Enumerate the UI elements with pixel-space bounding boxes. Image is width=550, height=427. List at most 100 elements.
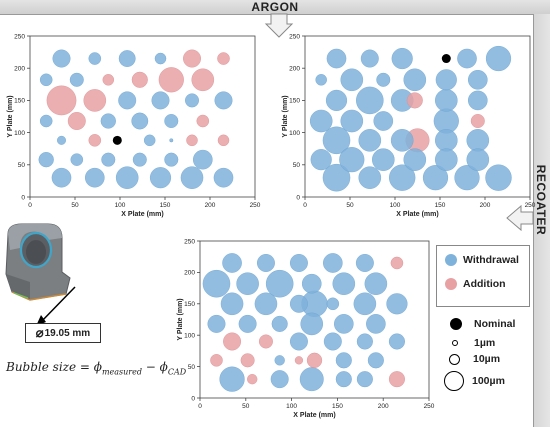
withdrawal-bubble <box>180 166 204 189</box>
addition-bubble <box>158 67 184 93</box>
addition-bubble <box>183 49 201 68</box>
withdrawal-bubble <box>169 138 174 143</box>
withdrawal-bubble <box>390 129 414 152</box>
withdrawal-bubble <box>100 113 116 129</box>
withdrawal-bubble <box>485 164 512 191</box>
withdrawal-bubble <box>57 135 66 145</box>
withdrawal-bubble <box>367 352 384 369</box>
withdrawal-bubble <box>88 52 102 65</box>
scatter-chart-argon-right: 0 50 100 150 200 250 0 50 100 150 200 250 X Plate (m… <box>282 33 536 218</box>
withdrawal-bubble <box>376 72 391 87</box>
color-legend: Withdrawal Addition <box>436 245 530 307</box>
y-tick-label: 250 <box>14 33 25 40</box>
x-tick-label: 250 <box>525 202 536 209</box>
withdrawal-bubble <box>435 69 457 91</box>
size-legend-10um: 10µm <box>449 353 500 365</box>
x-tick-label: 0 <box>198 403 202 410</box>
withdrawal-bubble <box>214 91 233 110</box>
size-10um-circle-icon <box>449 353 460 365</box>
scatter-chart-bottom: 0 50 100 150 200 250 0 50 100 150 200 250 X Plate (m… <box>177 238 435 419</box>
x-tick-label: 100 <box>115 202 126 209</box>
withdrawal-bubble <box>403 68 427 92</box>
withdrawal-bubble <box>220 292 244 316</box>
withdrawal-bubble <box>149 167 172 189</box>
size-legend-1um: 1µm <box>452 337 495 349</box>
withdrawal-bubble <box>310 149 332 171</box>
withdrawal-bubble <box>435 89 458 112</box>
withdrawal-bubble <box>69 72 84 87</box>
y-axis-label: Y Plate (mm) <box>177 298 184 340</box>
addition-bubble <box>196 114 210 128</box>
withdrawal-bubble <box>485 45 512 72</box>
withdrawal-bubble <box>326 297 340 311</box>
x-tick-label: 150 <box>332 403 343 410</box>
withdrawal-bubble <box>143 134 156 147</box>
size-100um-label: 100µm <box>472 375 505 387</box>
withdrawal-bubble <box>132 152 147 167</box>
withdrawal-bubble <box>468 90 488 111</box>
legend-label-withdrawal: Withdrawal <box>463 254 519 266</box>
withdrawal-bubble <box>326 48 347 69</box>
addition-bubble <box>240 353 255 368</box>
size-1um-label: 1µm <box>474 337 496 349</box>
withdrawal-bubble <box>289 332 308 351</box>
withdrawal-bubble <box>335 352 352 369</box>
withdrawal-bubble <box>265 269 294 298</box>
withdrawal-bubble <box>300 312 324 336</box>
withdrawal-bubble <box>335 371 352 388</box>
withdrawal-bubble <box>389 164 416 191</box>
withdrawal-bubble <box>364 272 388 295</box>
diameter-pointer-line <box>39 286 76 324</box>
scatter-chart-argon-left: 0 50 100 150 200 250 0 50 100 150 200 250 X Plate (m… <box>7 33 261 218</box>
withdrawal-bubble <box>118 91 137 110</box>
withdrawal-bubble <box>322 126 351 155</box>
y-tick-label: 250 <box>184 238 195 245</box>
y-axis-label: Y Plate (mm) <box>7 95 14 137</box>
y-tick-label: 150 <box>184 301 195 308</box>
withdrawal-bubble <box>164 114 179 128</box>
x-tick-label: 50 <box>71 202 79 209</box>
withdrawal-bubble <box>115 166 139 189</box>
withdrawal-bubble <box>334 314 354 334</box>
withdrawal-bubble <box>207 314 226 333</box>
withdrawal-bubble <box>323 332 342 351</box>
withdrawal-bubble <box>39 114 53 128</box>
withdrawal-bubble <box>193 149 213 170</box>
withdrawal-bubble <box>52 49 71 68</box>
nominal-dot-icon <box>450 318 462 330</box>
withdrawal-bubble <box>219 366 245 392</box>
y-tick-label: 0 <box>191 395 195 402</box>
y-tick-label: 150 <box>289 98 300 105</box>
y-tick-label: 200 <box>184 270 195 277</box>
addition-bubble <box>88 134 102 147</box>
withdrawal-bubble <box>388 333 405 350</box>
y-tick-label: 0 <box>21 194 25 201</box>
withdrawal-bubble <box>202 269 231 298</box>
withdrawal-bubble <box>339 147 365 173</box>
withdrawal-bubble <box>366 314 386 334</box>
size-100um-circle-icon <box>444 371 464 391</box>
withdrawal-bubble <box>315 74 327 86</box>
addition-bubble <box>217 134 230 147</box>
withdrawal-bubble <box>391 47 413 70</box>
argon-flow-arrow <box>264 13 294 38</box>
withdrawal-bubble <box>38 152 54 168</box>
x-tick-label: 100 <box>286 403 297 410</box>
formula-minus: − ϕ <box>141 360 168 374</box>
addition-bubble <box>390 256 404 270</box>
legend-label-nominal: Nominal <box>474 318 516 330</box>
withdrawal-bubble <box>325 89 348 111</box>
argon-label: ARGON <box>251 0 299 14</box>
y-tick-label: 250 <box>289 33 300 40</box>
withdrawal-bubble <box>154 52 167 65</box>
withdrawal-bubble <box>309 109 333 133</box>
withdrawal-bubble <box>270 370 289 389</box>
withdrawal-bubble <box>118 50 136 67</box>
addition-bubble <box>186 134 198 147</box>
addition-bubble <box>247 374 258 385</box>
addition-bubble <box>191 68 215 92</box>
withdrawal-bubble <box>466 129 490 152</box>
size-1um-circle-icon <box>452 340 458 346</box>
withdrawal-bubble <box>254 292 278 316</box>
part-illustration <box>5 223 71 301</box>
